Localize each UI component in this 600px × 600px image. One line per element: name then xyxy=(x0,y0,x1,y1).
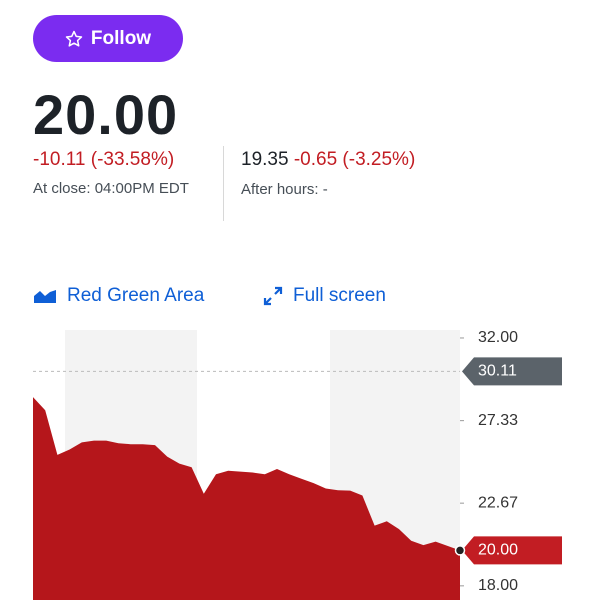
chart: 32.00 27.33 22.67 18.00 30.11 20.00 xyxy=(33,329,562,600)
price: 20.00 xyxy=(33,83,179,146)
divider xyxy=(223,146,224,221)
full-screen-label: Full screen xyxy=(293,285,386,306)
after-hours: 19.35 -0.65 (-3.25%) xyxy=(241,149,415,171)
price-change: -10.11 (-33.58%) xyxy=(33,149,175,170)
current-price-tag xyxy=(462,536,562,565)
current-dot xyxy=(454,545,466,556)
area-icon xyxy=(34,290,56,303)
follow-label: Follow xyxy=(90,27,152,49)
follow-button[interactable]: Follow xyxy=(33,15,183,62)
price-area xyxy=(33,397,460,600)
after-hours-change: -0.65 (-3.25%) xyxy=(293,149,416,170)
full-screen-button[interactable]: Full screen xyxy=(263,285,386,307)
current-price-label: 20.00 xyxy=(478,542,518,559)
after-hours-label: After hours: - xyxy=(241,181,328,198)
y-tick-label: 18.00 xyxy=(478,577,518,594)
previous-close-tag xyxy=(462,357,562,386)
previous-close-label: 30.11 xyxy=(478,363,517,380)
chart-type-label: Red Green Area xyxy=(67,285,205,306)
close-time: At close: 04:00PM EDT xyxy=(33,180,189,197)
after-hours-price: 19.35 xyxy=(241,149,289,170)
chart-type-button[interactable]: Red Green Area xyxy=(33,285,204,307)
y-tick-label: 32.00 xyxy=(478,329,518,346)
y-tick-label: 27.33 xyxy=(478,412,518,429)
y-tick-label: 22.67 xyxy=(478,494,518,511)
star-icon xyxy=(65,30,83,47)
expand-icon xyxy=(263,286,283,306)
